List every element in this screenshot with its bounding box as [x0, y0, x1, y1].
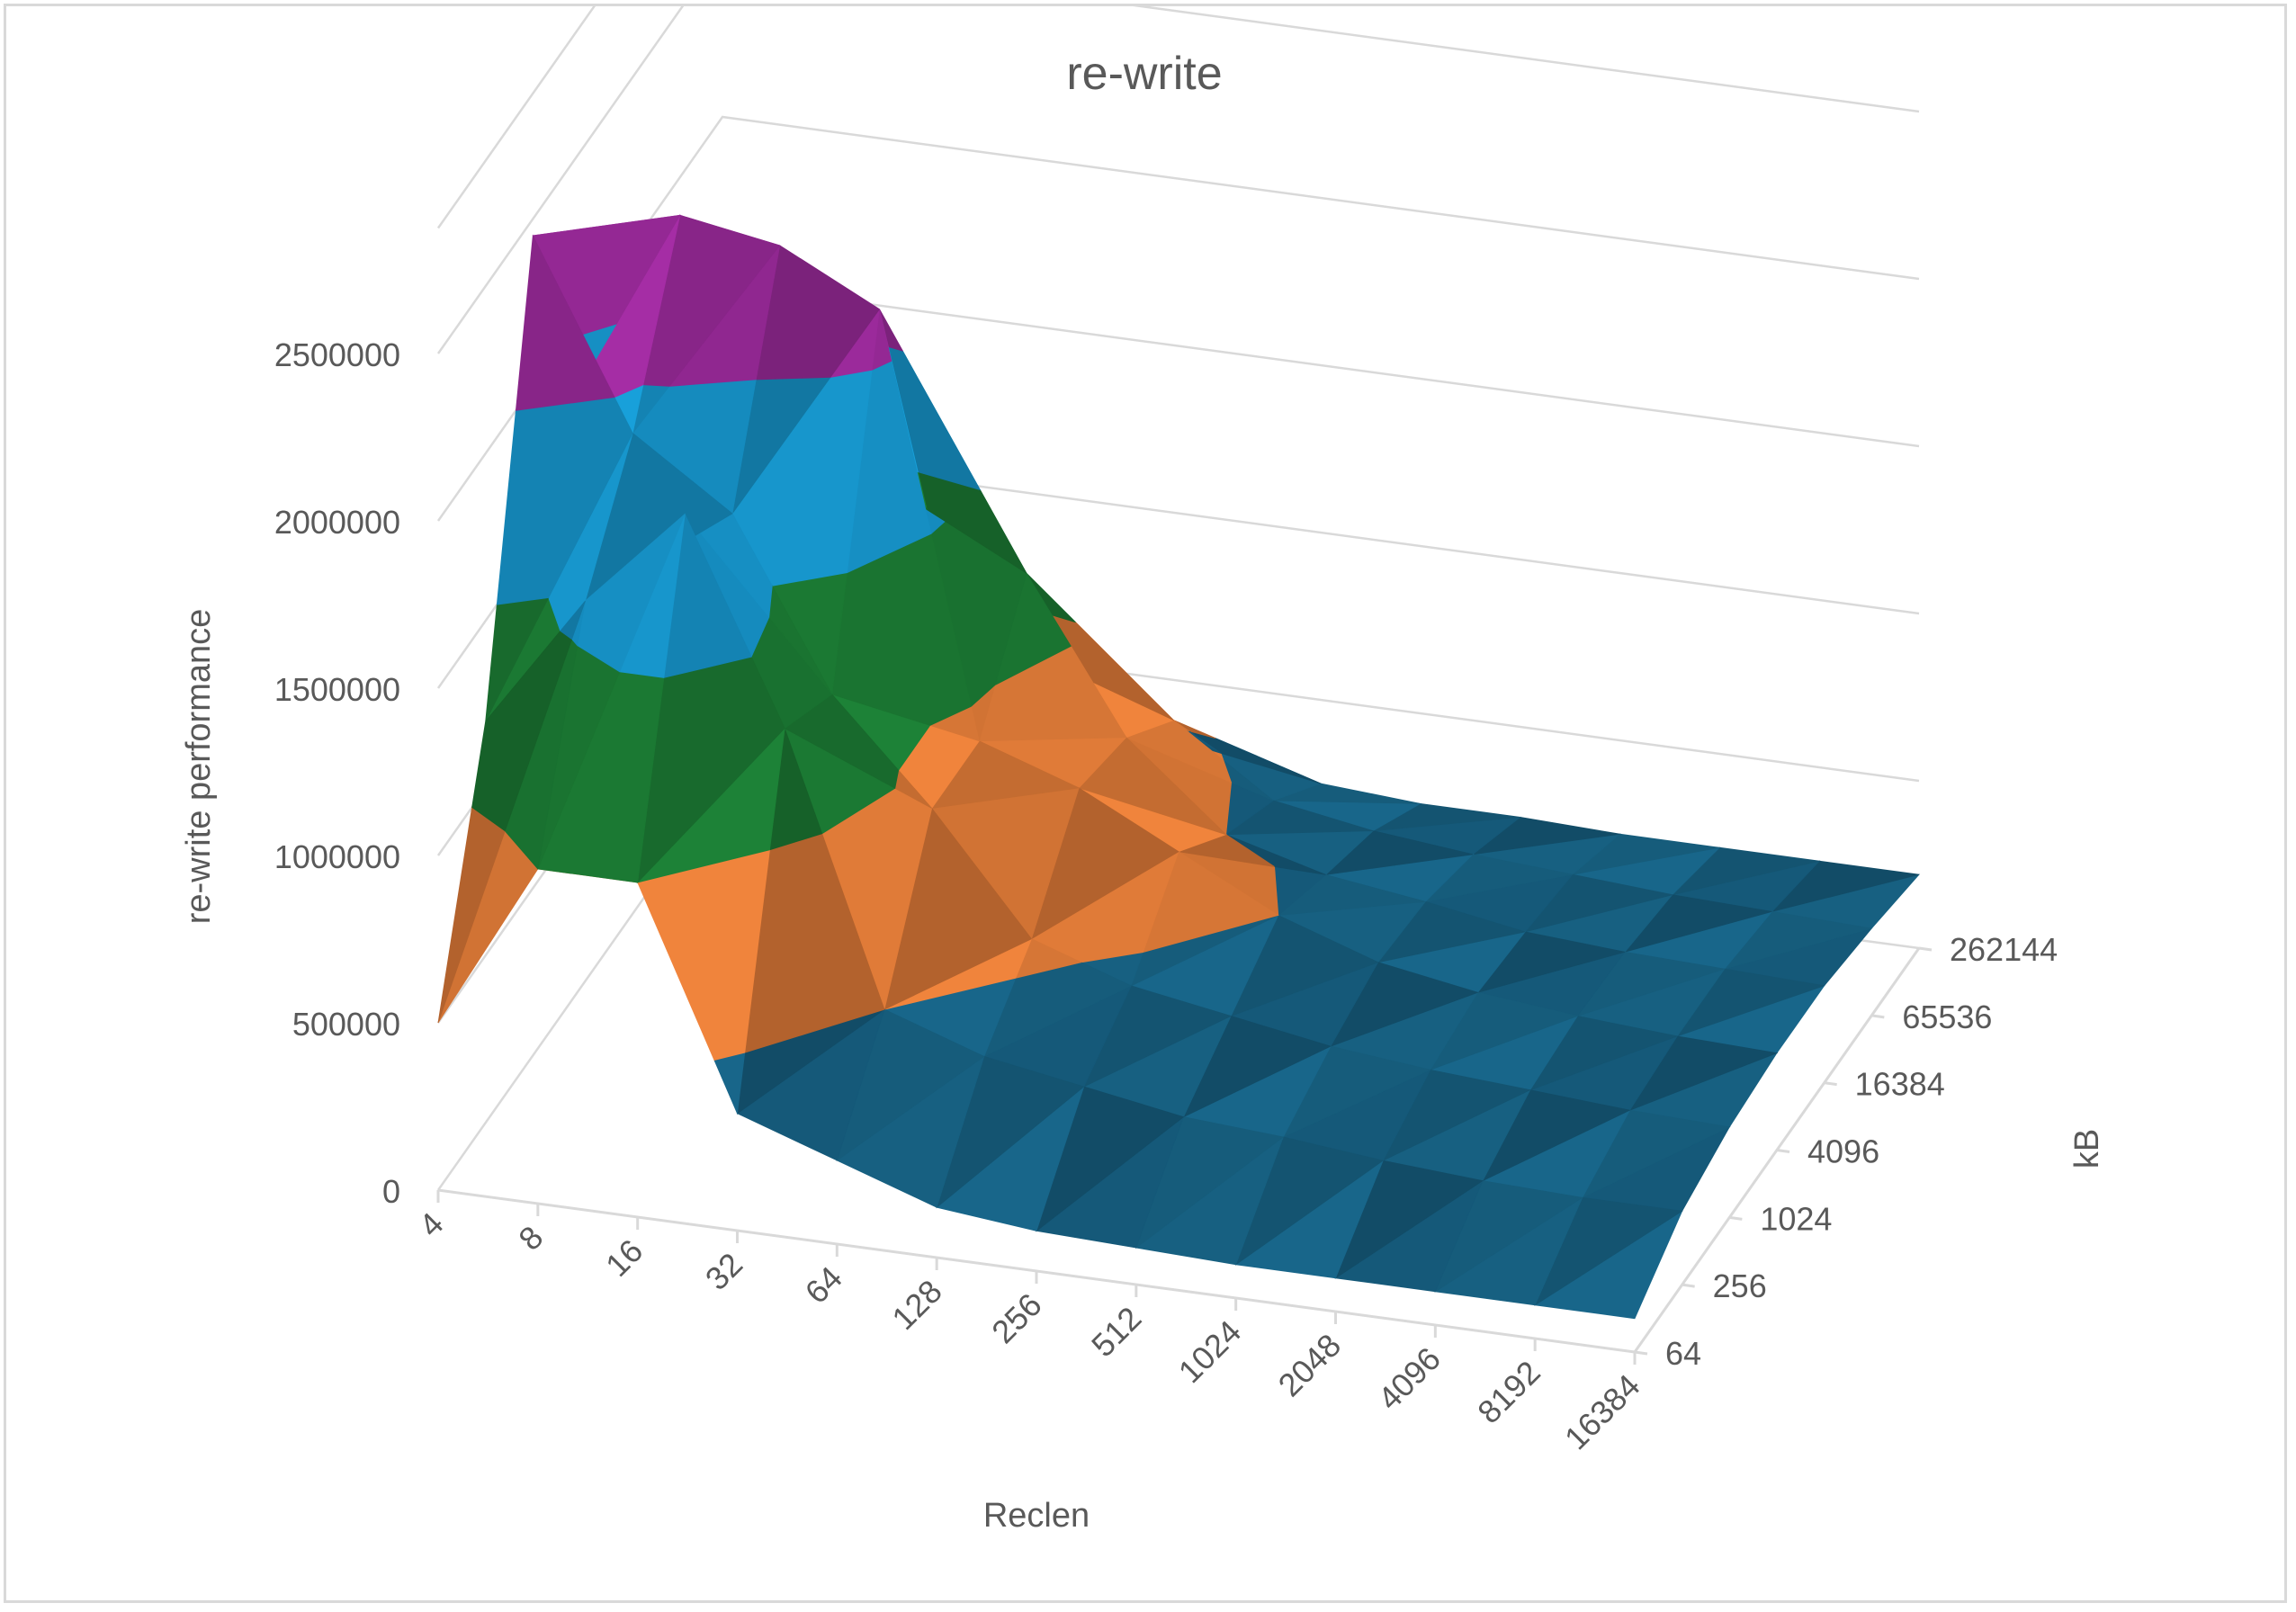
y-tick	[1824, 1081, 1837, 1087]
x-tick-label: 512	[1084, 1300, 1148, 1364]
y-axis-title: kB	[2068, 1129, 2106, 1169]
y-tick-label: 16384	[1855, 1066, 1945, 1103]
z-tick-label: 1500000	[274, 671, 400, 708]
y-tick-label: 262144	[1950, 931, 2058, 968]
x-tick-label: 4	[412, 1205, 451, 1244]
chart-canvas: 4 8 16 32 64 128 256 512 1024 2048 4096 8192 1638464…	[180, 6, 2106, 1535]
gridline	[436, 6, 1920, 354]
y-tick-label: 65536	[1902, 999, 1992, 1035]
x-tick-label: 32	[698, 1246, 749, 1297]
surface-facet	[515, 234, 615, 411]
y-tick	[1776, 1149, 1790, 1153]
x-axis-title: Reclen	[983, 1497, 1090, 1535]
z-tick-label: 1000000	[274, 838, 400, 875]
surface-facet	[471, 630, 573, 832]
surface-plot	[437, 214, 1921, 1320]
x-tick-label: 4096	[1370, 1340, 1448, 1418]
y-tick-label: 1024	[1760, 1200, 1832, 1237]
y-tick	[1871, 1014, 1885, 1019]
chart-title: re-write	[1066, 48, 1222, 100]
y-tick	[1918, 946, 1933, 952]
y-tick	[1634, 1350, 1648, 1356]
gridline	[436, 6, 596, 229]
x-tick-label: 8	[511, 1219, 550, 1258]
x-tick-label: 256	[984, 1286, 1048, 1350]
x-tick-label: 16	[598, 1232, 650, 1284]
x-tick-label: 2048	[1271, 1327, 1349, 1404]
y-tick-label: 256	[1713, 1267, 1767, 1304]
chart-frame: 4 8 16 32 64 128 256 512 1024 2048 4096 8192 16384 64…	[4, 4, 2287, 1603]
z-tick-label: 2000000	[274, 504, 400, 541]
z-tick-label: 500000	[292, 1006, 400, 1043]
x-tick-label: 8192	[1470, 1354, 1547, 1431]
y-tick-label: 4096	[1807, 1133, 1879, 1170]
z-tick-label: 2500000	[274, 336, 400, 373]
x-tick-label: 1024	[1171, 1313, 1249, 1391]
y-tick-label: 64	[1665, 1335, 1701, 1372]
x-tick-label: 64	[798, 1259, 849, 1311]
z-axis-title: re-write performance	[180, 609, 218, 925]
y-tick	[1682, 1283, 1695, 1288]
z-tick-label: 0	[382, 1173, 400, 1210]
x-tick-label: 16384	[1557, 1367, 1647, 1457]
surface-facet	[560, 600, 586, 640]
x-tick-label: 128	[884, 1273, 948, 1337]
y-tick	[1729, 1215, 1743, 1221]
